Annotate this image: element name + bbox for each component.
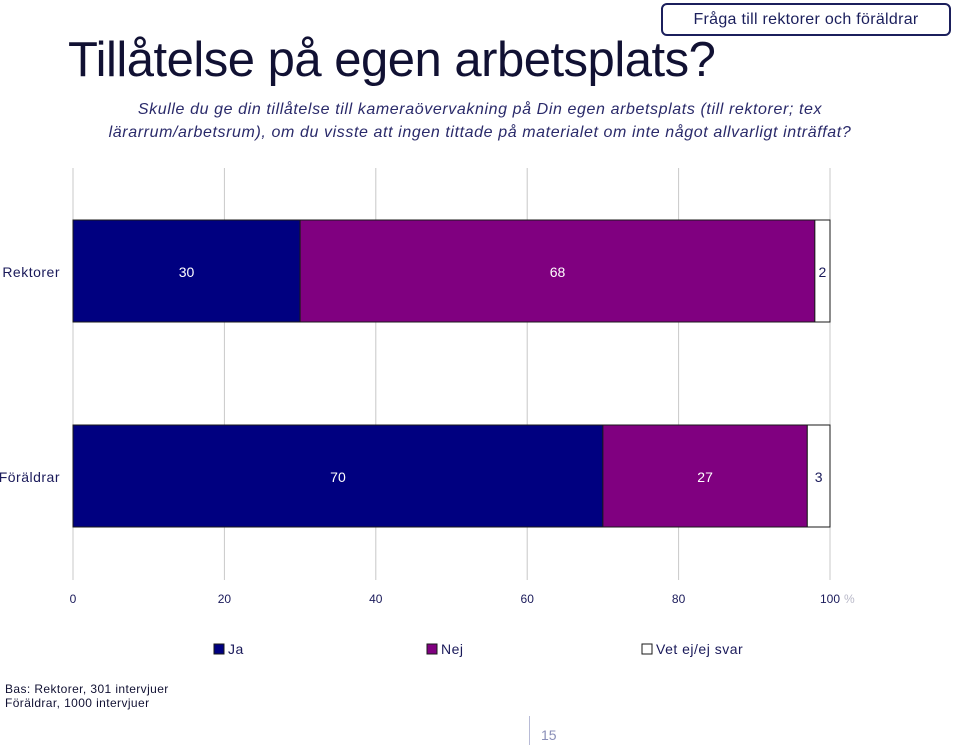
chart-bars: 30 68 2 70 27 3 — [72, 219, 831, 528]
legend-swatch-1 — [213, 643, 225, 655]
data-label-föräldrar-2: 27 — [697, 469, 713, 485]
legend-label-1: Ja — [228, 641, 244, 657]
bar-rektorer-2 — [299, 219, 816, 323]
question-text-line-2: lärarrum/arbetsrum), om du visste att in… — [108, 124, 852, 141]
legend-swatch-2 — [426, 643, 438, 655]
x-tick-label-0: 0 — [70, 592, 77, 606]
legend-label-3: Vet ej/ej svar — [656, 641, 743, 657]
category-label-2: Föräldrar — [0, 469, 60, 485]
chart-legend: Ja Nej Vet ej/ej svar — [213, 641, 743, 657]
data-label-föräldrar-1: 70 — [330, 469, 346, 485]
question-audience-badge: Fråga till rektorer och föräldrar — [661, 3, 951, 36]
legend-label-2: Nej — [441, 641, 464, 657]
legend-swatch-3 — [641, 643, 653, 655]
bar-föräldrar-2 — [602, 424, 808, 528]
base-footnote-line-2: Föräldrar, 1000 intervjuer — [5, 696, 150, 710]
category-label-1: Rektorer — [2, 264, 60, 280]
data-label-rektorer-3: 2 — [819, 264, 827, 280]
stacked-bar-chart: 30 68 2 70 27 3 Rektorer Föräldrar 0 20 40 60 80 10… — [0, 168, 855, 657]
bar-rektorer-3 — [814, 219, 831, 323]
question-text-line-1: Skulle du ge din tillåtelse till kameraö… — [137, 101, 823, 118]
chart-category-labels: Rektorer Föräldrar — [0, 264, 60, 485]
x-unit-label: % — [844, 592, 855, 606]
chart-x-tick-labels: 0 20 40 60 80 100% — [70, 592, 855, 606]
data-label-rektorer-1: 30 — [179, 264, 195, 280]
x-tick-label-60: 60 — [521, 592, 535, 606]
page-number: 15 — [541, 727, 557, 743]
x-tick-label-100: 100 — [820, 592, 840, 606]
page-title: Tillåtelse på egen arbetsplats? — [68, 33, 716, 87]
bar-föräldrar-3 — [806, 424, 831, 528]
x-tick-label-20: 20 — [218, 592, 232, 606]
base-footnote-line-1: Bas: Rektorer, 301 intervjuer — [5, 682, 169, 696]
footer-divider — [529, 716, 530, 745]
data-label-rektorer-2: 68 — [550, 264, 566, 280]
bar-föräldrar-1 — [72, 424, 604, 528]
data-label-föräldrar-3: 3 — [815, 469, 823, 485]
x-tick-label-80: 80 — [672, 592, 686, 606]
x-tick-label-40: 40 — [369, 592, 383, 606]
